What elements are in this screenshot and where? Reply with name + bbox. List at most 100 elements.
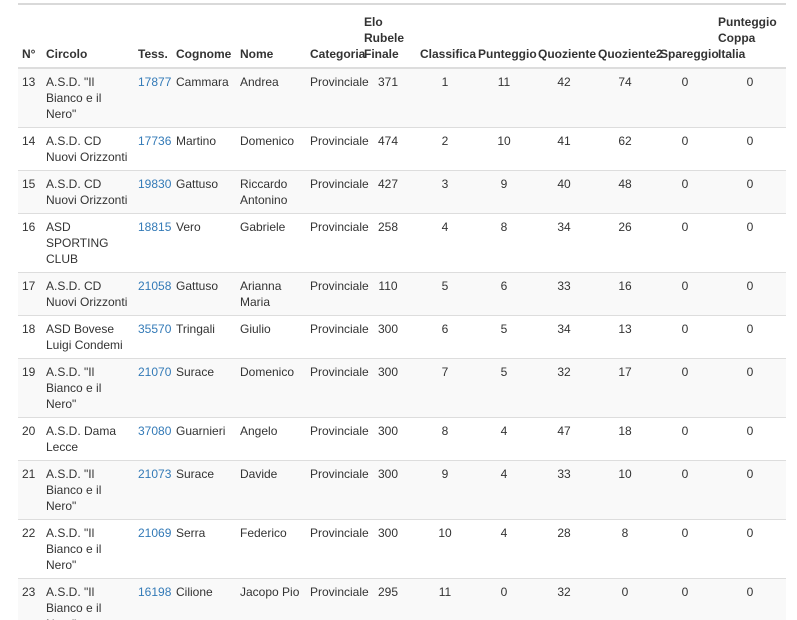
cell-circolo: ASD SPORTING CLUB: [46, 220, 109, 266]
table-row: 18 ASD Bovese Luigi Condemi 35570 Tringali G…: [18, 315, 786, 359]
cell-nome: Davide: [240, 467, 278, 481]
cell-classifica: 5: [441, 279, 449, 293]
cell-nome: Gabriele: [240, 220, 286, 234]
cell-cognome: Guarnieri: [176, 424, 226, 438]
cell-categoria: Provinciale: [310, 322, 369, 336]
cell-punteggio_coppa: 0: [746, 177, 754, 191]
cell-quoziente2: 8: [621, 526, 629, 540]
cell-categoria: Provinciale: [310, 526, 369, 540]
cell-categoria: Provinciale: [310, 75, 369, 89]
tess-link[interactable]: 19830: [138, 177, 172, 191]
cell-classifica: 1: [441, 75, 449, 89]
column-header-punteggio_coppa: Punteggio Coppa Italia: [714, 9, 786, 69]
cell-classifica: 10: [438, 526, 452, 540]
cell-circolo: A.S.D. "Il Bianco e il Nero": [46, 467, 102, 513]
cell-n: 14: [22, 134, 36, 148]
table-row: 16 ASD SPORTING CLUB 18815 Vero Gabriele Prov…: [18, 213, 786, 273]
cell-cognome: Cammara: [176, 75, 229, 89]
table-header-row: N° Circolo Tess. Cognome Nome Categoria Elo Ru…: [18, 9, 786, 69]
cell-tess: 37080: [134, 418, 172, 461]
cell-elo: 258: [377, 220, 399, 234]
cell-tess: 21069: [134, 520, 172, 579]
cell-quoziente2: 13: [618, 322, 632, 336]
cell-punteggio: 10: [497, 134, 511, 148]
tess-link[interactable]: 37080: [138, 424, 172, 438]
cell-tess: 18815: [134, 214, 172, 273]
column-header-punteggio: Punteggio: [474, 9, 537, 69]
cell-quoziente: 41: [557, 134, 571, 148]
table-row: 22 A.S.D. "Il Bianco e il Nero" 21069 Serra…: [18, 519, 786, 579]
column-header-categoria: Categoria: [306, 9, 365, 69]
cell-circolo: A.S.D. "Il Bianco e il Nero": [46, 365, 102, 411]
cell-circolo: A.S.D. "Il Bianco e il Nero": [46, 526, 102, 572]
cell-elo: 427: [377, 177, 399, 191]
cell-elo: 300: [377, 526, 399, 540]
cell-punteggio_coppa: 0: [746, 585, 754, 599]
cell-elo: 295: [377, 585, 399, 599]
tess-link[interactable]: 21069: [138, 526, 172, 540]
cell-classifica: 2: [441, 134, 449, 148]
cell-cognome: Gattuso: [176, 279, 219, 293]
tess-link[interactable]: 21058: [138, 279, 172, 293]
cell-spareggio: 0: [681, 177, 689, 191]
table-row: 21 A.S.D. "Il Bianco e il Nero" 21073 Surac…: [18, 460, 786, 520]
cell-quoziente: 33: [557, 467, 571, 481]
cell-quoziente2: 26: [618, 220, 632, 234]
cell-cognome: Surace: [176, 467, 215, 481]
cell-punteggio_coppa: 0: [746, 424, 754, 438]
column-header-circolo: Circolo: [42, 9, 134, 69]
cell-quoziente: 33: [557, 279, 571, 293]
cell-classifica: 4: [441, 220, 449, 234]
cell-elo: 300: [377, 467, 399, 481]
results-table: N° Circolo Tess. Cognome Nome Categoria Elo Ru…: [18, 9, 786, 620]
cell-classifica: 9: [441, 467, 449, 481]
cell-quoziente: 32: [557, 585, 571, 599]
cell-elo: 300: [377, 322, 399, 336]
cell-spareggio: 0: [681, 279, 689, 293]
table-row: 20 A.S.D. Dama Lecce 37080 Guarnieri Angelo P…: [18, 417, 786, 461]
cell-elo: 110: [378, 279, 398, 293]
cell-n: 23: [22, 585, 36, 599]
cell-nome: Federico: [240, 526, 287, 540]
tess-link[interactable]: 16198: [138, 585, 172, 599]
column-header-n: N°: [18, 9, 42, 69]
tess-link[interactable]: 17877: [138, 75, 172, 89]
column-header-spareggio: Spareggio: [656, 9, 719, 69]
cell-cognome: Martino: [176, 134, 217, 148]
cell-n: 22: [22, 526, 36, 540]
cell-punteggio: 11: [497, 75, 511, 89]
cell-spareggio: 0: [681, 220, 689, 234]
tess-link[interactable]: 17736: [138, 134, 172, 148]
cell-spareggio: 0: [681, 467, 689, 481]
tess-link[interactable]: 21073: [138, 467, 172, 481]
column-header-nome: Nome: [236, 9, 306, 69]
results-table-container: N° Circolo Tess. Cognome Nome Categoria Elo Ru…: [18, 3, 786, 620]
cell-quoziente: 32: [557, 365, 571, 379]
table-body: 13 A.S.D. "Il Bianco e il Nero" 17877 Camma…: [18, 68, 786, 620]
column-header-elo: Elo Rubele Finale: [360, 9, 416, 69]
cell-nome: Giulio: [240, 322, 271, 336]
column-header-tess: Tess.: [134, 9, 172, 69]
cell-tess: 21073: [134, 461, 172, 520]
cell-quoziente: 28: [557, 526, 571, 540]
table-row: 23 A.S.D. "Il Bianco e il Nero" 16198 Cilio…: [18, 578, 786, 620]
cell-categoria: Provinciale: [310, 279, 369, 293]
cell-classifica: 7: [441, 365, 449, 379]
tess-link[interactable]: 18815: [138, 220, 172, 234]
cell-punteggio: 0: [500, 585, 508, 599]
cell-categoria: Provinciale: [310, 467, 369, 481]
tess-link[interactable]: 21070: [138, 365, 172, 379]
cell-quoziente2: 74: [618, 75, 632, 89]
cell-categoria: Provinciale: [310, 177, 369, 191]
cell-tess: 17736: [134, 128, 172, 171]
tess-link[interactable]: 35570: [138, 322, 172, 336]
cell-tess: 21070: [134, 359, 172, 418]
cell-elo: 300: [377, 424, 399, 438]
cell-punteggio_coppa: 0: [746, 220, 754, 234]
cell-punteggio: 4: [500, 467, 508, 481]
column-header-quoziente: Quoziente: [534, 9, 596, 69]
cell-spareggio: 0: [681, 322, 689, 336]
cell-quoziente2: 16: [618, 279, 632, 293]
column-header-classifica: Classifica: [416, 9, 476, 69]
cell-tess: 17877: [134, 68, 172, 128]
